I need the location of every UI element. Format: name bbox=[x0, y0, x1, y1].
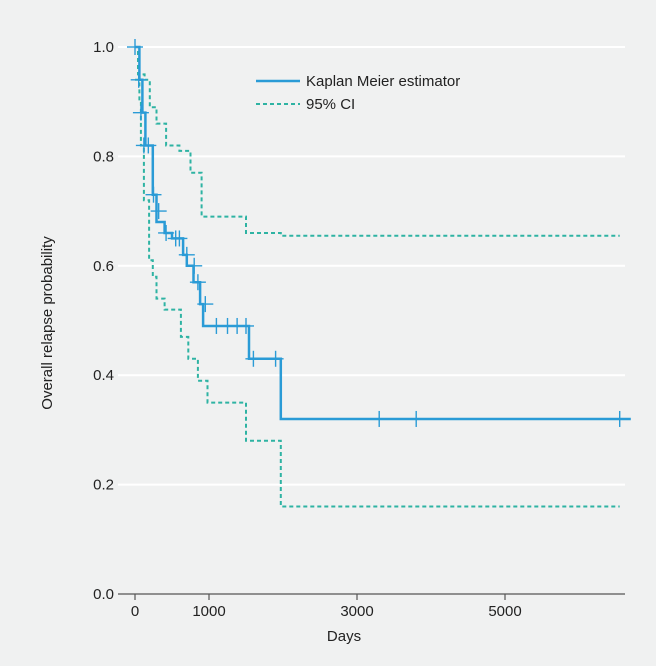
censor-marks bbox=[127, 39, 628, 427]
censor-mark bbox=[245, 350, 262, 367]
censor-mark bbox=[238, 317, 254, 334]
y-tick-label-0-8: 0.8 bbox=[93, 148, 114, 165]
censor-mark bbox=[132, 104, 149, 121]
ci-lower-line bbox=[135, 78, 620, 508]
censor-mark bbox=[150, 203, 167, 220]
censor-mark bbox=[158, 224, 175, 241]
ci-upper-line bbox=[135, 46, 620, 237]
y-tick-label-0: 0.0 bbox=[93, 586, 114, 603]
y-tick-label-1: 1.0 bbox=[93, 39, 114, 56]
y-axis-tick-labels: 0.0 0.2 0.4 0.6 0.8 1.0 bbox=[93, 39, 114, 603]
y-tick-label-0-4: 0.4 bbox=[93, 367, 114, 384]
censor-mark bbox=[197, 296, 214, 313]
legend: Kaplan Meier estimator 95% CI bbox=[256, 73, 460, 113]
censor-mark bbox=[140, 137, 157, 154]
censor-mark bbox=[371, 410, 388, 427]
legend-label-km: Kaplan Meier estimator bbox=[306, 73, 460, 90]
y-axis-title: Overall relapse probability bbox=[39, 236, 56, 410]
y-tick-label-0-2: 0.2 bbox=[93, 477, 114, 494]
x-axis-tick-labels: 0 1000 3000 5000 bbox=[131, 603, 522, 620]
censor-mark bbox=[178, 246, 195, 263]
x-tick-label-3000: 3000 bbox=[340, 603, 373, 620]
grid-lines bbox=[118, 46, 625, 486]
x-axis-title: Days bbox=[327, 628, 361, 645]
x-tick-label-1000: 1000 bbox=[192, 603, 225, 620]
censor-mark bbox=[127, 39, 143, 55]
x-tick-label-5000: 5000 bbox=[488, 603, 521, 620]
censor-mark bbox=[611, 410, 628, 427]
censor-mark bbox=[408, 410, 425, 427]
y-tick-label-0-6: 0.6 bbox=[93, 258, 114, 275]
censor-mark bbox=[189, 274, 206, 291]
legend-label-ci: 95% CI bbox=[306, 96, 355, 113]
censor-mark bbox=[171, 230, 188, 247]
km-estimator-line bbox=[135, 45, 631, 421]
x-axis bbox=[118, 593, 625, 600]
series-lines bbox=[135, 45, 631, 508]
censor-mark bbox=[267, 350, 284, 367]
censor-mark bbox=[186, 257, 203, 274]
censor-mark bbox=[145, 186, 162, 203]
censor-mark bbox=[130, 71, 147, 88]
x-tick-label-0: 0 bbox=[131, 603, 139, 620]
